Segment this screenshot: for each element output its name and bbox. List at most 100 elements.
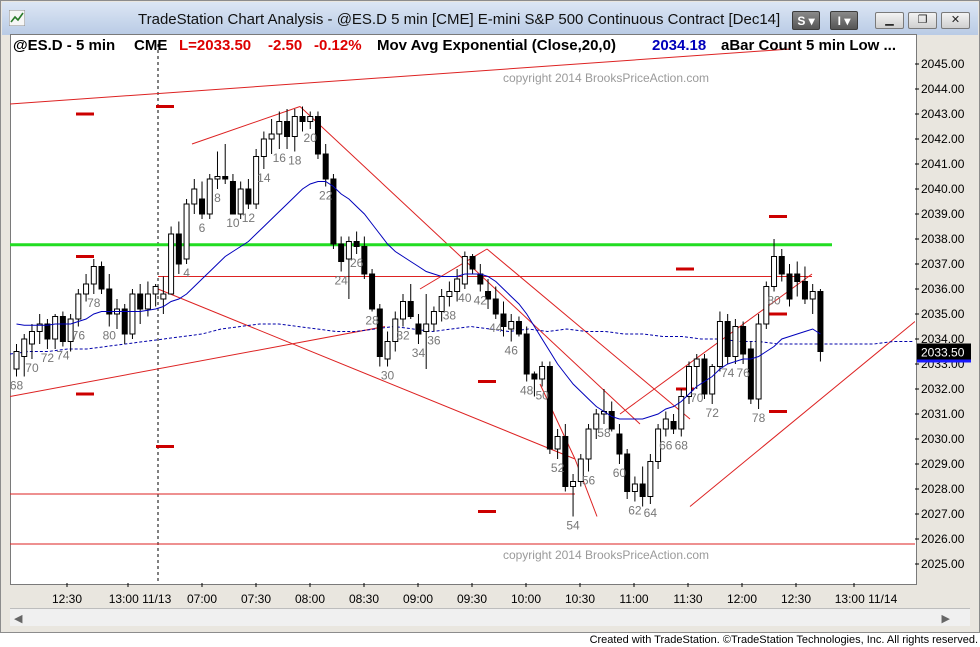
candle-bar bbox=[407, 284, 414, 319]
bar-count-label: 72 bbox=[706, 406, 720, 420]
y-tick-label: 2028.00 bbox=[921, 482, 965, 496]
candle-body bbox=[307, 116, 314, 122]
candle-bar bbox=[83, 274, 90, 302]
candle-bar bbox=[400, 294, 406, 327]
candle-bar bbox=[168, 226, 175, 295]
candle-body bbox=[206, 178, 213, 215]
watermark-text: copyright 2014 BrooksPriceAction.com bbox=[503, 548, 709, 562]
last-price-label: 2033.50 bbox=[921, 346, 965, 360]
y-tick-label: 2027.00 bbox=[921, 507, 965, 521]
candle-bar bbox=[716, 311, 723, 372]
y-tick-label: 2035.00 bbox=[921, 307, 965, 321]
channel-bottom-line bbox=[10, 326, 386, 397]
chart-window: TradeStation Chart Analysis - @ES.D 5 mi… bbox=[0, 0, 980, 633]
candle-bar bbox=[222, 144, 229, 184]
bar-count-label: 14 bbox=[257, 171, 271, 185]
bar-count-label: 18 bbox=[288, 154, 302, 168]
candle-bar bbox=[469, 254, 476, 274]
candle-body bbox=[322, 153, 329, 180]
bar-count-label: 80 bbox=[103, 329, 117, 343]
candle-body bbox=[144, 293, 151, 310]
candle-body bbox=[562, 436, 569, 487]
y-tick-label: 2034.00 bbox=[921, 332, 965, 346]
symbol-link-button[interactable]: S ▾ bbox=[792, 11, 820, 30]
candle-body bbox=[608, 411, 615, 430]
close-button[interactable]: ✕ bbox=[941, 12, 970, 29]
bar-count-label: 8 bbox=[214, 191, 221, 205]
title-bar: TradeStation Chart Analysis - @ES.D 5 mi… bbox=[2, 2, 978, 35]
candle-bar bbox=[786, 264, 793, 307]
candle-body bbox=[90, 266, 97, 285]
candle-body bbox=[199, 198, 206, 215]
bar-count-label: 58 bbox=[597, 426, 611, 440]
bar-count-label: 72 bbox=[41, 351, 55, 365]
restore-button[interactable]: ❐ bbox=[908, 12, 937, 29]
candle-body bbox=[577, 458, 584, 482]
candle-body bbox=[430, 311, 437, 325]
candle-bar bbox=[21, 334, 28, 377]
candle-body bbox=[686, 366, 693, 397]
scroll-right-icon[interactable]: ▶ bbox=[941, 613, 950, 625]
candle-body bbox=[546, 366, 553, 450]
candle-bar bbox=[809, 284, 816, 314]
candle-body bbox=[724, 321, 731, 357]
bar-count-label: 68 bbox=[675, 439, 689, 453]
window-title: TradeStation Chart Analysis - @ES.D 5 mi… bbox=[138, 11, 781, 28]
candle-body bbox=[477, 273, 484, 285]
candle-bar bbox=[701, 354, 708, 399]
candle-bar bbox=[353, 231, 360, 254]
x-tick-label: 13:00 11/13 bbox=[109, 592, 172, 606]
bar-count-label: 24 bbox=[334, 274, 348, 288]
candle-body bbox=[539, 366, 546, 380]
candle-body bbox=[345, 241, 352, 260]
scroll-left-icon[interactable]: ◀ bbox=[14, 613, 23, 625]
candle-bar bbox=[438, 289, 445, 322]
candle-bar bbox=[144, 281, 151, 317]
ema-line bbox=[16, 181, 821, 420]
horizontal-scrollbar[interactable]: ◀ ▶ bbox=[10, 608, 970, 626]
candle-body bbox=[639, 483, 646, 497]
candle-bar bbox=[778, 249, 785, 282]
candle-body bbox=[485, 291, 492, 300]
bear-channel-line bbox=[157, 288, 576, 460]
candle-body bbox=[137, 293, 144, 310]
candle-bar bbox=[183, 199, 190, 264]
candle-body bbox=[369, 273, 376, 310]
indicator-label: Mov Avg Exponential (Close,20,0) bbox=[377, 37, 616, 54]
candle-body bbox=[701, 358, 708, 395]
candle-bar bbox=[500, 301, 507, 337]
candle-bar bbox=[794, 261, 801, 297]
y-tick-label: 2045.00 bbox=[921, 57, 965, 71]
x-tick-label: 09:00 bbox=[403, 592, 433, 606]
candle-bar bbox=[160, 276, 167, 314]
bar-count-label: 12 bbox=[242, 211, 256, 225]
candle-bar bbox=[291, 109, 298, 152]
indicator-link-button[interactable]: I ▾ bbox=[830, 11, 858, 30]
candle-bar bbox=[307, 111, 314, 129]
candle-bar bbox=[299, 106, 306, 132]
candle-bar bbox=[539, 361, 546, 387]
bar-count-label: 34 bbox=[412, 346, 426, 360]
bar-count-label: 16 bbox=[273, 151, 287, 165]
last-price-tag bbox=[917, 343, 971, 360]
candle-body bbox=[747, 348, 754, 400]
bar-count-label: 74 bbox=[56, 349, 70, 363]
bar-count-label: 70 bbox=[25, 361, 39, 375]
candle-bar bbox=[709, 364, 716, 404]
x-tick-label: 13:00 11/14 bbox=[835, 592, 898, 606]
tradestation-logo-icon bbox=[9, 10, 25, 26]
candle-body bbox=[168, 233, 175, 295]
bar-count-label: 70 bbox=[690, 391, 704, 405]
bar-count-label: 78 bbox=[87, 296, 101, 310]
candle-body bbox=[716, 321, 723, 367]
minimize-button[interactable]: ▁ bbox=[875, 12, 904, 29]
candle-body bbox=[338, 243, 345, 262]
candle-body bbox=[353, 241, 360, 247]
candle-body bbox=[229, 181, 236, 215]
y-tick-label: 2030.00 bbox=[921, 432, 965, 446]
candle-body bbox=[531, 373, 538, 380]
candle-body bbox=[523, 333, 530, 375]
credit-text: Created with TradeStation. ©TradeStation… bbox=[589, 634, 978, 646]
candle-bar bbox=[454, 269, 461, 302]
candle-body bbox=[407, 301, 414, 317]
